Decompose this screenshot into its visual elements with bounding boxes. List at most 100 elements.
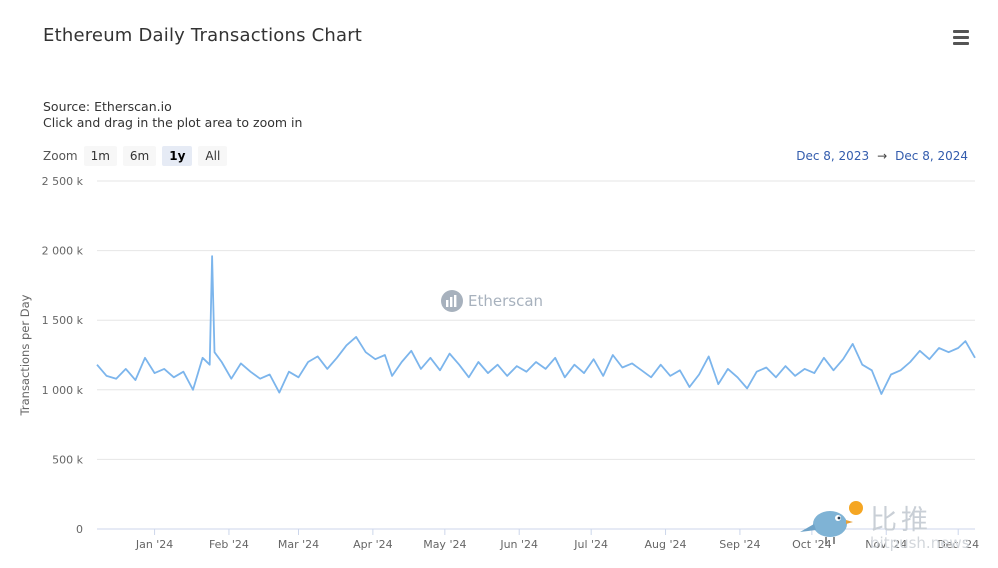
zoom-1m-button[interactable]: 1m xyxy=(83,146,117,166)
data-point[interactable] xyxy=(630,361,634,365)
data-point[interactable] xyxy=(383,353,387,357)
data-point[interactable] xyxy=(973,356,977,360)
data-point[interactable] xyxy=(316,354,320,358)
data-point[interactable] xyxy=(649,375,653,379)
data-point[interactable] xyxy=(870,368,874,372)
data-point[interactable] xyxy=(105,374,109,378)
data-point[interactable] xyxy=(582,371,586,375)
data-point[interactable] xyxy=(208,363,212,367)
zoom-all-button[interactable]: All xyxy=(198,146,228,166)
data-point[interactable] xyxy=(937,346,941,350)
data-point[interactable] xyxy=(918,349,922,353)
zoom-1y-button[interactable]: 1y xyxy=(162,146,193,166)
data-point[interactable] xyxy=(879,392,883,396)
data-point[interactable] xyxy=(553,356,557,360)
data-point[interactable] xyxy=(707,354,711,358)
range-from-input[interactable]: Dec 8, 2023 xyxy=(796,149,870,163)
data-point[interactable] xyxy=(726,367,730,371)
data-point[interactable] xyxy=(745,386,749,390)
data-point[interactable] xyxy=(774,375,778,379)
data-point[interactable] xyxy=(172,375,176,379)
data-point[interactable] xyxy=(812,371,816,375)
data-point[interactable] xyxy=(563,375,567,379)
data-point[interactable] xyxy=(467,375,471,379)
data-point[interactable] xyxy=(678,368,682,372)
data-point[interactable] xyxy=(364,350,368,354)
data-point[interactable] xyxy=(143,356,147,360)
data-point[interactable] xyxy=(534,360,538,364)
data-point[interactable] xyxy=(899,368,903,372)
data-point[interactable] xyxy=(963,339,967,343)
data-point[interactable] xyxy=(239,361,243,365)
data-point[interactable] xyxy=(697,373,701,377)
data-point[interactable] xyxy=(438,368,442,372)
chart-menu-button[interactable] xyxy=(948,27,974,49)
data-point[interactable] xyxy=(947,350,951,354)
zoom-6m-button[interactable]: 6m xyxy=(122,146,157,166)
data-point[interactable] xyxy=(220,360,224,364)
data-point[interactable] xyxy=(592,357,596,361)
series-line[interactable] xyxy=(96,255,976,395)
data-point[interactable] xyxy=(736,375,740,379)
data-point[interactable] xyxy=(287,370,291,374)
data-point[interactable] xyxy=(124,367,128,371)
data-point[interactable] xyxy=(181,370,185,374)
data-point[interactable] xyxy=(213,350,217,354)
data-point[interactable] xyxy=(457,363,461,367)
data-point[interactable] xyxy=(784,364,788,368)
data-point[interactable] xyxy=(400,360,404,364)
data-point[interactable] xyxy=(764,366,768,370)
data-point[interactable] xyxy=(476,360,480,364)
data-point[interactable] xyxy=(668,374,672,378)
data-point[interactable] xyxy=(249,370,253,374)
data-point[interactable] xyxy=(297,375,301,379)
data-point[interactable] xyxy=(620,366,624,370)
data-point[interactable] xyxy=(210,254,214,258)
data-point[interactable] xyxy=(793,374,797,378)
data-point[interactable] xyxy=(133,378,137,382)
data-point[interactable] xyxy=(153,371,157,375)
data-point[interactable] xyxy=(345,343,349,347)
data-point[interactable] xyxy=(419,367,423,371)
data-point[interactable] xyxy=(390,374,394,378)
data-point[interactable] xyxy=(659,363,663,367)
data-point[interactable] xyxy=(428,356,432,360)
data-point[interactable] xyxy=(306,360,310,364)
data-point[interactable] xyxy=(373,357,377,361)
data-point[interactable] xyxy=(851,342,855,346)
data-point[interactable] xyxy=(860,363,864,367)
data-point[interactable] xyxy=(688,385,692,389)
range-to-input[interactable]: Dec 8, 2024 xyxy=(895,149,968,163)
data-point[interactable] xyxy=(114,377,118,381)
data-point[interactable] xyxy=(803,367,807,371)
data-point[interactable] xyxy=(716,382,720,386)
data-point[interactable] xyxy=(191,388,195,392)
data-point[interactable] xyxy=(544,367,548,371)
data-point[interactable] xyxy=(822,356,826,360)
data-point[interactable] xyxy=(229,377,233,381)
data-point[interactable] xyxy=(832,368,836,372)
data-point[interactable] xyxy=(162,367,166,371)
data-point[interactable] xyxy=(409,349,413,353)
data-point[interactable] xyxy=(601,374,605,378)
data-point[interactable] xyxy=(927,357,931,361)
data-point[interactable] xyxy=(325,367,329,371)
data-point[interactable] xyxy=(640,368,644,372)
data-point[interactable] xyxy=(335,356,339,360)
data-point[interactable] xyxy=(448,352,452,356)
data-point[interactable] xyxy=(505,374,509,378)
data-point[interactable] xyxy=(515,364,519,368)
data-point[interactable] xyxy=(258,377,262,381)
data-point[interactable] xyxy=(956,346,960,350)
data-point[interactable] xyxy=(496,363,500,367)
data-point[interactable] xyxy=(755,370,759,374)
data-point[interactable] xyxy=(524,370,528,374)
data-point[interactable] xyxy=(95,363,99,367)
data-point[interactable] xyxy=(268,373,272,377)
data-point[interactable] xyxy=(572,363,576,367)
data-point[interactable] xyxy=(889,373,893,377)
data-point[interactable] xyxy=(201,356,205,360)
data-point[interactable] xyxy=(354,335,358,339)
data-point[interactable] xyxy=(277,391,281,395)
